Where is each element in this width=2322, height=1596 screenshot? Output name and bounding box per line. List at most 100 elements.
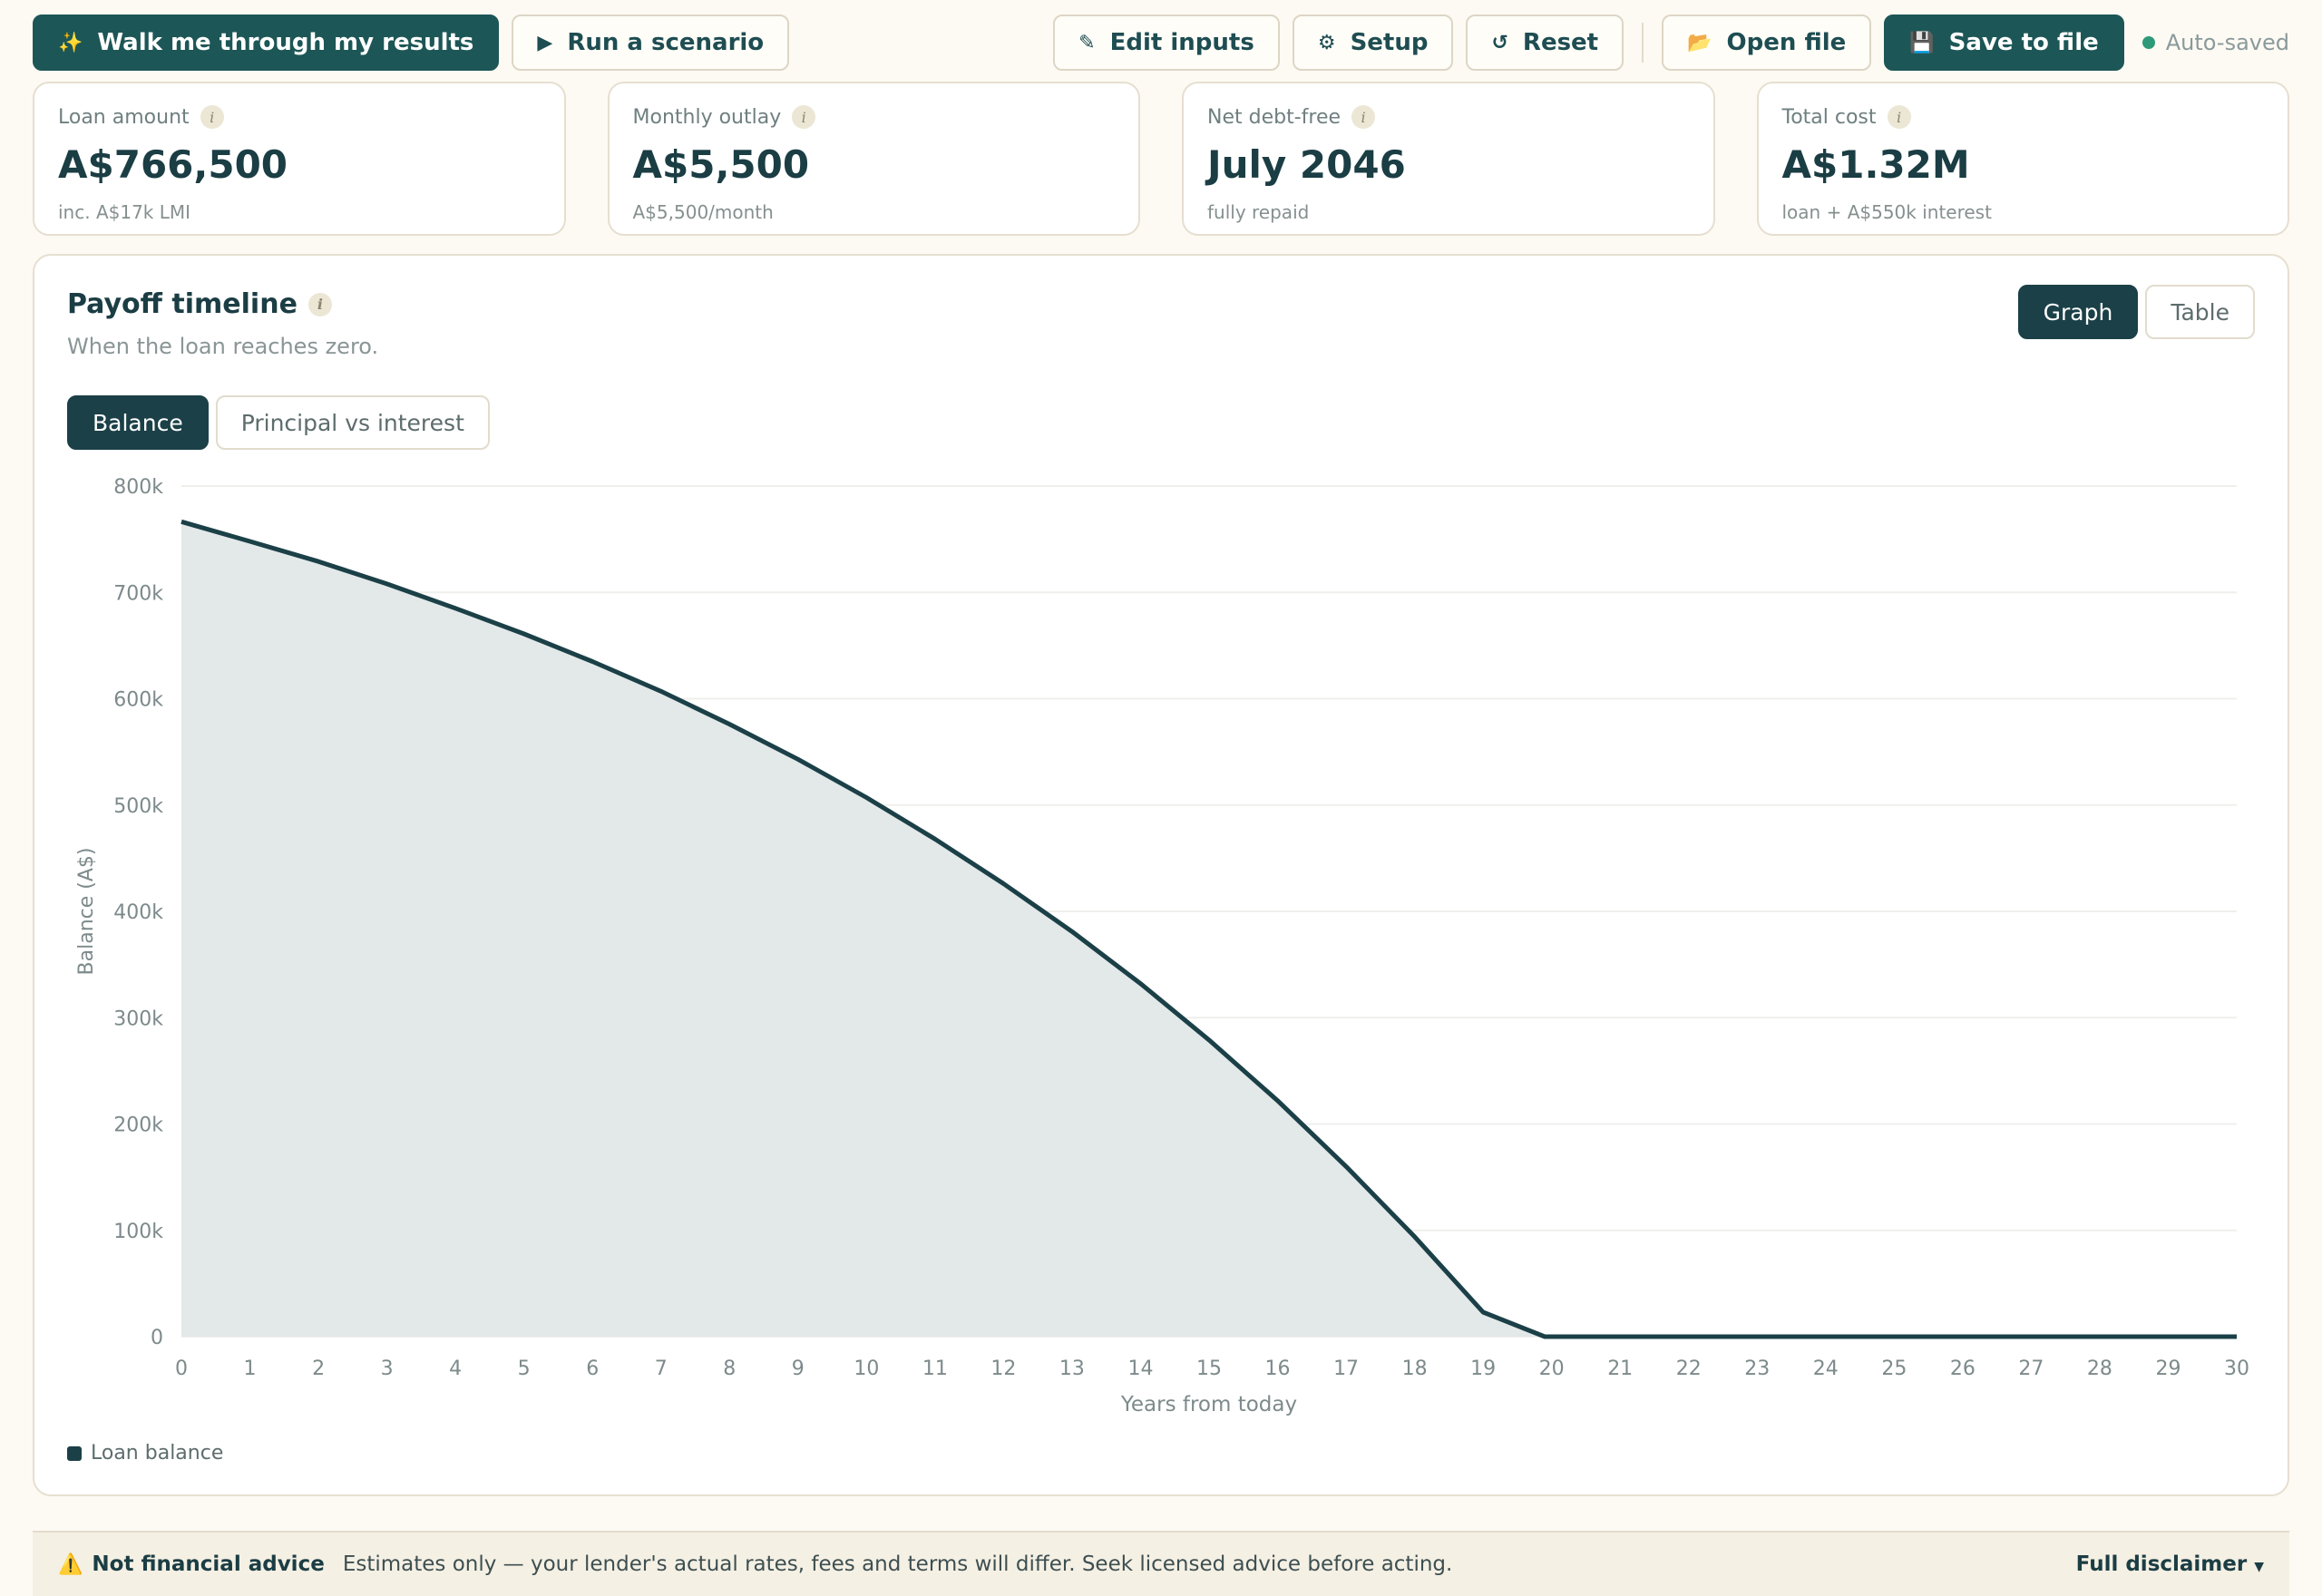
x-tick-label: 15	[1196, 1358, 1222, 1380]
data-point	[1894, 1337, 1895, 1338]
data-point	[2168, 1337, 2169, 1338]
x-tick-label: 11	[922, 1358, 948, 1380]
disclaimer-title: Not financial advice	[92, 1552, 325, 1576]
card-label: Loan amount	[58, 105, 190, 129]
x-tick-label: 28	[2087, 1358, 2112, 1380]
card-value: July 2046	[1207, 142, 1406, 187]
open-file-button[interactable]: 📂 Open file	[1662, 15, 1872, 71]
card-subtext: inc. A$17k LMI	[58, 201, 191, 223]
x-tick-label: 27	[2018, 1358, 2044, 1380]
monthly-outlay-card: Monthly outlay i A$5,500 A$5,500/month	[607, 82, 1140, 236]
setup-label: Setup	[1350, 29, 1429, 56]
chart-legend: Loan balance	[67, 1442, 223, 1465]
setup-button[interactable]: ⚙ Setup	[1292, 15, 1454, 71]
x-tick-label: 19	[1470, 1358, 1496, 1380]
data-point	[1483, 1312, 1484, 1313]
autosave-label: Auto-saved	[2165, 30, 2289, 55]
card-label: Net debt-free	[1207, 105, 1341, 129]
run-scenario-button[interactable]: ▶ Run a scenario	[512, 15, 790, 71]
walk-through-button[interactable]: ✨ Walk me through my results	[33, 15, 500, 71]
card-subtext: fully repaid	[1207, 201, 1310, 223]
card-value: A$1.32M	[1781, 142, 1970, 187]
tab-principal-vs-interest[interactable]: Principal vs interest	[215, 395, 490, 450]
tab-balance[interactable]: Balance	[67, 395, 209, 450]
x-tick-label: 25	[1881, 1358, 1907, 1380]
card-label-row: Total cost i	[1782, 103, 2265, 131]
y-tick-label: 600k	[113, 689, 163, 712]
disclaimer-bar: ⚠️ Not financial advice Estimates only —…	[33, 1531, 2289, 1596]
data-point	[2237, 1337, 2238, 1338]
chevron-down-icon: ▼	[2254, 1560, 2264, 1574]
x-tick-label: 8	[723, 1358, 736, 1380]
total-cost-card: Total cost i A$1.32M loan + A$550k inter…	[1756, 82, 2289, 236]
reset-button[interactable]: ↺ Reset	[1466, 15, 1624, 71]
y-axis-label: Balance (A$)	[75, 848, 98, 976]
save-to-file-button[interactable]: 💾 Save to file	[1884, 15, 2124, 71]
x-tick-label: 24	[1813, 1358, 1839, 1380]
sparkles-icon: ✨	[58, 31, 83, 54]
walk-through-label: Walk me through my results	[97, 29, 474, 56]
info-icon[interactable]: i	[1351, 105, 1376, 129]
disclaimer-text: Estimates only — your lender's actual ra…	[342, 1552, 1453, 1576]
y-tick-label: 100k	[113, 1221, 163, 1243]
status-dot	[2142, 36, 2155, 49]
data-point	[1140, 983, 1141, 984]
x-tick-label: 22	[1676, 1358, 1702, 1380]
loan-amount-card: Loan amount i A$766,500 inc. A$17k LMI	[33, 82, 566, 236]
data-point	[1414, 1236, 1415, 1237]
y-tick-label: 0	[151, 1327, 163, 1349]
debt-free-card: Net debt-free i July 2046 fully repaid	[1182, 82, 1715, 236]
y-tick-label: 200k	[113, 1114, 163, 1137]
data-point	[1551, 1337, 1552, 1338]
x-tick-label: 29	[2155, 1358, 2181, 1380]
info-icon[interactable]: i	[1887, 105, 1911, 129]
data-point	[386, 583, 387, 584]
card-label-row: Monthly outlay i	[633, 103, 1116, 131]
card-value: A$766,500	[58, 142, 288, 187]
y-tick-label: 700k	[113, 582, 163, 605]
full-disclaimer-link[interactable]: Full disclaimer ▼	[2076, 1552, 2264, 1576]
panel-subtitle: When the loan reaches zero.	[67, 334, 379, 359]
x-tick-label: 21	[1607, 1358, 1633, 1380]
card-subtext: A$5,500/month	[632, 201, 774, 223]
gear-icon: ⚙	[1317, 31, 1336, 54]
data-point	[523, 633, 524, 634]
balance-area	[181, 521, 2237, 1337]
x-tick-label: 9	[792, 1358, 805, 1380]
data-point	[1688, 1337, 1689, 1338]
x-tick-label: 16	[1265, 1358, 1291, 1380]
x-tick-label: 3	[381, 1358, 394, 1380]
reset-label: Reset	[1522, 29, 1599, 56]
x-tick-label: 5	[518, 1358, 531, 1380]
data-point	[660, 691, 661, 692]
edit-inputs-button[interactable]: ✎ Edit inputs	[1053, 15, 1280, 71]
pencil-icon: ✎	[1078, 31, 1096, 54]
x-tick-label: 23	[1744, 1358, 1770, 1380]
data-point	[866, 797, 867, 798]
open-file-label: Open file	[1726, 29, 1847, 56]
reset-icon: ↺	[1491, 31, 1508, 54]
y-tick-label: 800k	[113, 476, 163, 499]
x-tick-label: 0	[175, 1358, 188, 1380]
legend-swatch	[67, 1445, 82, 1461]
warning-icon: ⚠️	[58, 1552, 83, 1576]
x-axis-label: Years from today	[1120, 1393, 1297, 1416]
full-disclaimer-label: Full disclaimer	[2075, 1552, 2248, 1576]
data-point	[1346, 1166, 1347, 1167]
data-point	[1071, 931, 1072, 932]
data-point	[1209, 1039, 1210, 1040]
x-tick-label: 1	[244, 1358, 257, 1380]
tab-graph[interactable]: Graph	[2017, 285, 2139, 339]
info-icon[interactable]: i	[200, 105, 224, 129]
x-tick-label: 18	[1402, 1358, 1428, 1380]
payoff-timeline-panel: 0 100k 200k 300k 400k 500k 600k 700k 800k 0 1 2 3 4 5 6…	[33, 254, 2289, 1496]
data-point	[1620, 1337, 1621, 1338]
x-tick-label: 17	[1333, 1358, 1359, 1380]
tab-table[interactable]: Table	[2145, 285, 2255, 339]
floppy-disk-icon: 💾	[1909, 31, 1935, 54]
info-icon[interactable]: i	[792, 105, 816, 129]
x-tick-label: 2	[312, 1358, 325, 1380]
x-tick-label: 14	[1127, 1358, 1153, 1380]
x-tick-label: 4	[449, 1358, 462, 1380]
info-icon[interactable]: i	[307, 292, 332, 316]
